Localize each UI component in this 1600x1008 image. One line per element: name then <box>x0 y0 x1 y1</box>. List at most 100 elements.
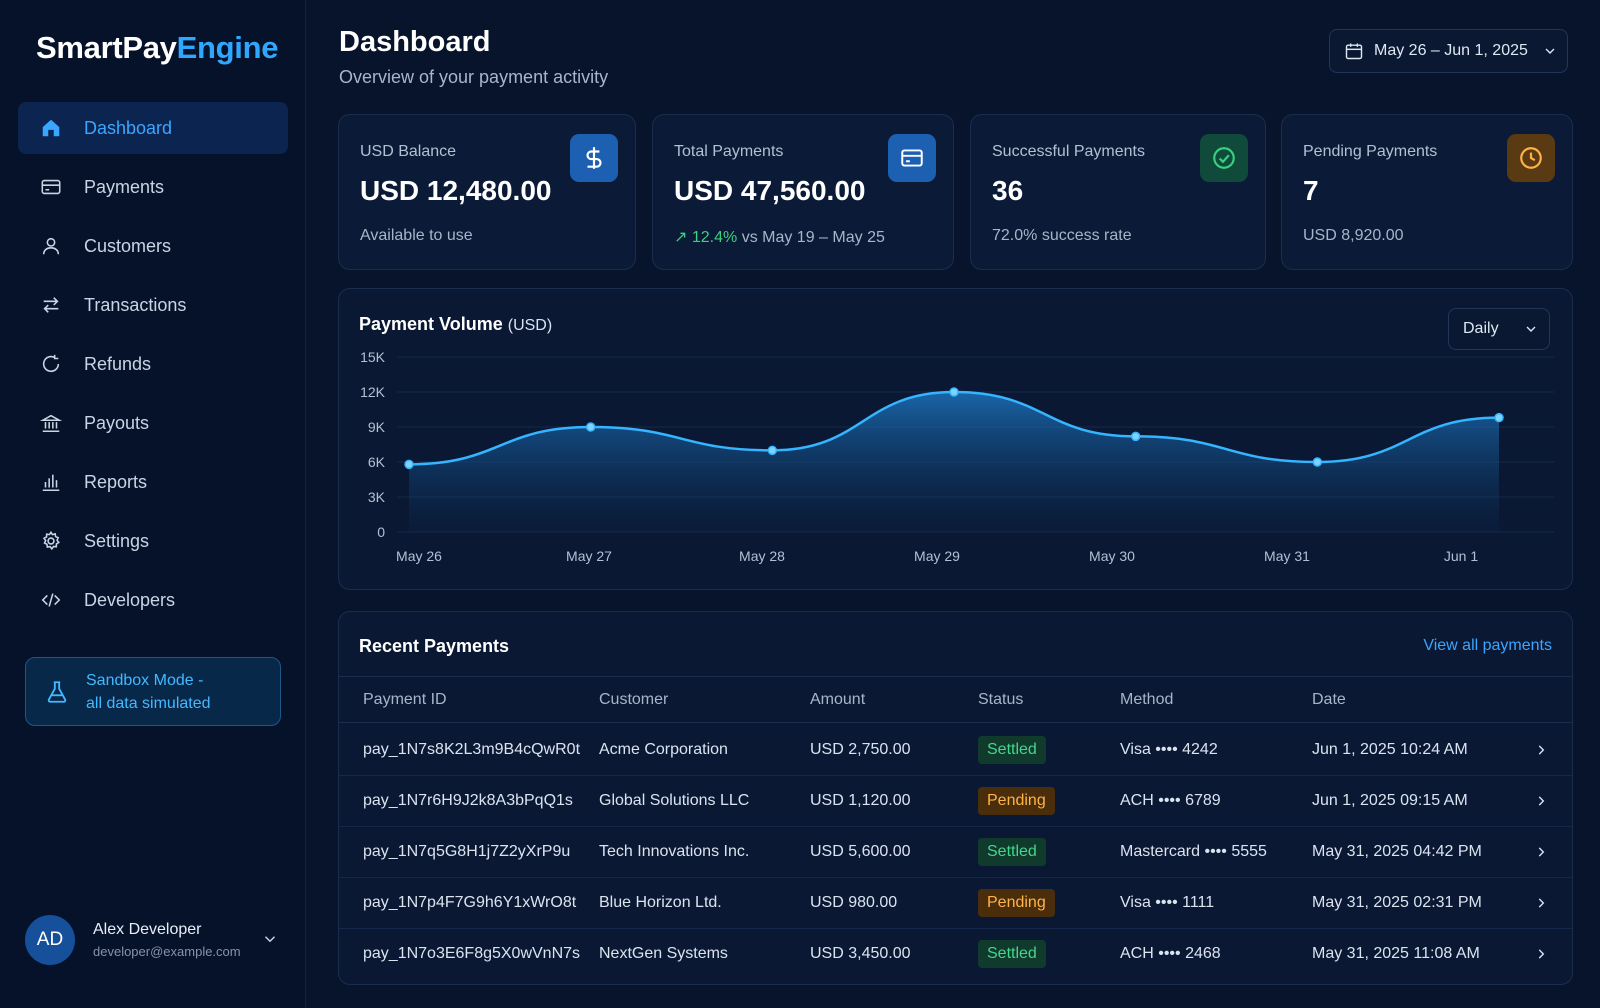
sidebar-item-label: Dashboard <box>84 117 173 138</box>
sidebar-item-label: Payouts <box>84 412 150 433</box>
data-point[interactable] <box>1312 457 1323 467</box>
sidebar-item-dashboard[interactable]: Dashboard <box>18 102 288 154</box>
sidebar-item-transactions[interactable]: Transactions <box>18 279 288 331</box>
column-header-customer[interactable]: Customer <box>599 690 669 708</box>
customer-name: Global Solutions LLC <box>599 791 750 809</box>
table-header: Payment ID Customer Amount Status Method… <box>339 676 1572 723</box>
chevron-right-icon[interactable] <box>1534 845 1548 859</box>
page-subtitle: Overview of your payment activity <box>339 67 609 87</box>
x-tick-label: Jun 1 <box>1444 548 1478 564</box>
payment-date: Jun 1, 2025 10:24 AM <box>1312 740 1468 758</box>
status-badge: Pending <box>978 888 1055 917</box>
bank-icon <box>38 410 64 436</box>
status-badge: Settled <box>978 837 1046 866</box>
successful-payments-card[interactable]: Successful Payments 36 72.0% success rat… <box>970 114 1266 270</box>
customer-name: Blue Horizon Ltd. <box>599 893 722 911</box>
page-title: Dashboard <box>339 26 491 58</box>
table-row[interactable]: pay_1N7p4F7G9h6Y1xWrO8t Blue Horizon Ltd.… <box>339 877 1572 929</box>
x-tick-label: May 26 <box>396 548 442 564</box>
sidebar-item-settings[interactable]: Settings <box>18 515 288 567</box>
check-circle-icon <box>1200 134 1248 182</box>
area-fill <box>409 392 1499 532</box>
table-row[interactable]: pay_1N7s8K2L3m9B4cQwR0t Acme Corporation U… <box>339 724 1572 776</box>
status-badge: Settled <box>978 735 1046 764</box>
usd-balance-card[interactable]: USD Balance USD 12,480.00 Available to u… <box>338 114 636 270</box>
view-all-payments-link[interactable]: View all payments <box>1423 637 1552 654</box>
sidebar-item-label: Settings <box>84 530 150 551</box>
chevron-down-icon[interactable] <box>261 930 279 948</box>
chevron-right-icon[interactable] <box>1534 794 1548 808</box>
trend-value: 12.4% <box>691 229 738 246</box>
payment-date: May 31, 2025 02:31 PM <box>1312 893 1482 911</box>
sidebar-item-label: Refunds <box>84 353 152 374</box>
date-range-picker[interactable]: May 26 – Jun 1, 2025 <box>1329 29 1568 73</box>
chart-title-text: Payment Volume <box>359 314 503 334</box>
user-email: developer@example.com <box>93 944 241 959</box>
x-tick-label: May 27 <box>566 548 612 564</box>
data-point[interactable] <box>1130 431 1141 442</box>
sidebar-item-developers[interactable]: Developers <box>18 574 288 626</box>
sidebar-item-customers[interactable]: Customers <box>18 220 288 272</box>
x-tick-label: May 29 <box>914 548 960 564</box>
table-row[interactable]: pay_1N7r6H9J2k8A3bPqQ1s Global Solutions … <box>339 775 1572 827</box>
customer-name: Tech Innovations Inc. <box>599 842 750 860</box>
sidebar-item-payments[interactable]: Payments <box>18 161 288 213</box>
refresh-icon <box>38 351 64 377</box>
sidebar-item-refunds[interactable]: Refunds <box>18 338 288 390</box>
card-label: Total Payments <box>674 143 784 160</box>
card-icon <box>38 174 64 200</box>
sidebar-item-label: Customers <box>84 235 172 256</box>
x-tick-label: May 30 <box>1089 548 1135 564</box>
payment-amount: USD 5,600.00 <box>810 842 911 860</box>
sandbox-mode-banner[interactable]: Sandbox Mode - all data simulated <box>25 657 281 726</box>
data-point[interactable] <box>585 422 596 432</box>
customer-name: Acme Corporation <box>599 740 728 758</box>
swap-icon <box>38 292 64 318</box>
table-row[interactable]: pay_1N7o3E6F8g5X0wVnN7s NextGen Systems US… <box>339 928 1572 980</box>
user-menu[interactable]: AD Alex Developer developer@example.com <box>25 912 287 968</box>
clock-icon <box>1507 134 1555 182</box>
trend-up-icon: ↗ <box>674 229 688 246</box>
chart-title-unit: (USD) <box>507 317 553 334</box>
card-sub: 72.0% success rate <box>992 227 1132 244</box>
interval-select[interactable]: Daily <box>1448 308 1550 350</box>
chevron-right-icon[interactable] <box>1534 947 1548 961</box>
sidebar-item-reports[interactable]: Reports <box>18 456 288 508</box>
y-tick-label: 9K <box>368 419 386 435</box>
payment-id: pay_1N7q5G8H1j7Z2yXrP9u <box>363 842 571 860</box>
recent-payments-panel: Recent Payments View all payments Paymen… <box>338 611 1573 985</box>
sidebar-item-payouts[interactable]: Payouts <box>18 397 288 449</box>
status-badge: Pending <box>978 786 1055 815</box>
date-range-label: May 26 – Jun 1, 2025 <box>1374 42 1528 59</box>
total-payments-card[interactable]: Total Payments USD 47,560.00 ↗ 12.4% vs … <box>652 114 954 270</box>
data-point[interactable] <box>949 387 959 397</box>
data-point[interactable] <box>767 445 778 456</box>
y-tick-label: 12K <box>360 384 386 400</box>
avatar: AD <box>25 915 75 965</box>
column-header-amount[interactable]: Amount <box>810 690 866 708</box>
sidebar-item-label: Payments <box>84 176 165 197</box>
data-point[interactable] <box>404 459 414 470</box>
card-sub: ↗ 12.4% vs May 19 – May 25 <box>674 227 885 247</box>
payment-method: ACH •••• 6789 <box>1120 791 1221 809</box>
sandbox-line-2: all data simulated <box>86 694 211 712</box>
table-row[interactable]: pay_1N7q5G8H1j7Z2yXrP9u Tech Innovations … <box>339 826 1572 878</box>
calendar-icon <box>1345 43 1363 60</box>
card-icon <box>888 134 936 182</box>
column-header-status[interactable]: Status <box>978 690 1024 708</box>
pending-payments-card[interactable]: Pending Payments 7 USD 8,920.00 <box>1281 114 1573 270</box>
chevron-right-icon[interactable] <box>1534 743 1548 757</box>
column-header-method[interactable]: Method <box>1120 690 1174 708</box>
x-tick-label: May 28 <box>739 548 785 564</box>
chevron-down-icon <box>1526 326 1536 332</box>
column-header-date[interactable]: Date <box>1312 690 1346 708</box>
customer-name: NextGen Systems <box>599 945 728 962</box>
column-header-payment-id[interactable]: Payment ID <box>363 690 447 708</box>
flask-icon <box>47 680 67 703</box>
data-point[interactable] <box>1494 412 1504 423</box>
payment-id: pay_1N7r6H9J2k8A3bPqQ1s <box>363 791 573 809</box>
chevron-right-icon[interactable] <box>1534 896 1548 910</box>
card-value: USD 47,560.00 <box>674 175 866 206</box>
interval-label: Daily <box>1463 320 1499 337</box>
app-logo[interactable]: SmartPayEngine <box>36 30 278 66</box>
